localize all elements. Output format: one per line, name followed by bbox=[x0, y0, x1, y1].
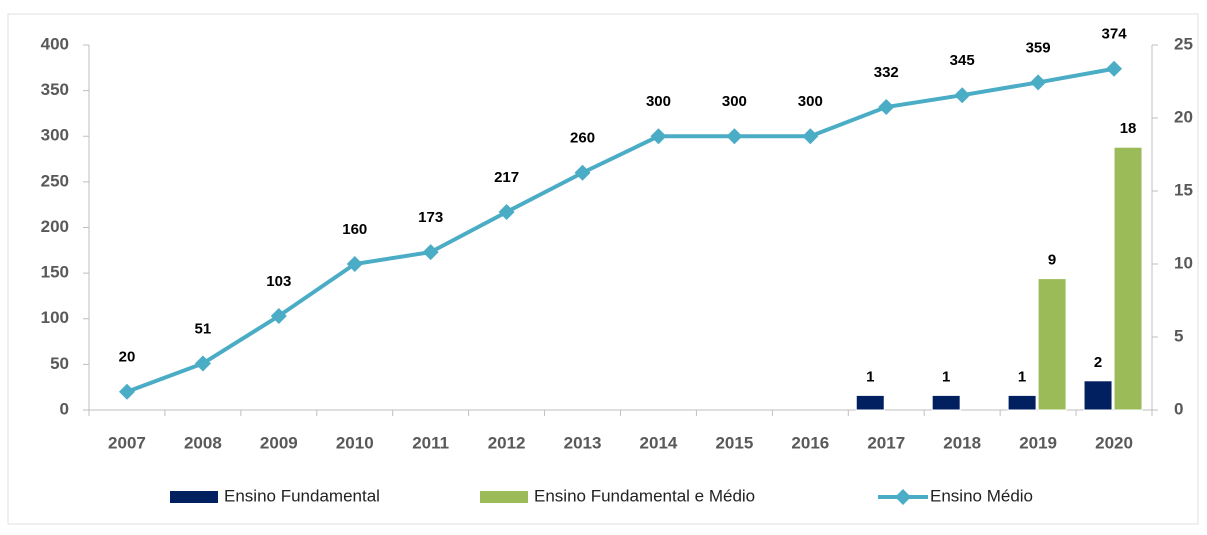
data-label: 51 bbox=[195, 320, 212, 337]
x-tick-label: 2014 bbox=[640, 433, 678, 452]
marker bbox=[1106, 60, 1123, 77]
y2-tick-label: 0 bbox=[1174, 399, 1183, 418]
y-tick-label: 300 bbox=[41, 126, 69, 145]
data-label: 300 bbox=[722, 93, 747, 110]
marker bbox=[498, 203, 515, 220]
legend-label: Ensino Médio bbox=[930, 486, 1033, 505]
y-tick-label: 50 bbox=[50, 354, 69, 373]
data-label: 18 bbox=[1120, 120, 1137, 137]
legend-label: Ensino Fundamental bbox=[224, 486, 380, 505]
legend-swatch bbox=[170, 491, 218, 503]
data-label: 2 bbox=[1094, 354, 1102, 371]
data-label: 260 bbox=[570, 130, 595, 147]
marker bbox=[194, 355, 211, 372]
marker bbox=[1030, 74, 1047, 91]
marker bbox=[802, 128, 819, 145]
x-tick-label: 2011 bbox=[412, 433, 449, 452]
y-tick-label: 400 bbox=[41, 34, 69, 53]
marker bbox=[726, 128, 743, 145]
y-tick-label: 250 bbox=[41, 171, 69, 190]
x-tick-label: 2019 bbox=[1019, 433, 1057, 452]
x-tick-label: 2008 bbox=[184, 433, 222, 452]
bar bbox=[1083, 380, 1113, 411]
data-label: 1 bbox=[1018, 368, 1026, 385]
y2-tick-label: 15 bbox=[1174, 180, 1193, 199]
data-label: 332 bbox=[874, 64, 899, 81]
chart-border bbox=[7, 13, 1199, 525]
legend-label: Ensino Fundamental e Médio bbox=[534, 486, 755, 505]
data-label: 374 bbox=[1102, 26, 1128, 43]
y2-tick-label: 20 bbox=[1174, 107, 1193, 126]
bar bbox=[931, 394, 961, 411]
data-label: 300 bbox=[646, 93, 671, 110]
data-label: 160 bbox=[342, 221, 367, 238]
y-tick-label: 200 bbox=[41, 217, 69, 236]
data-label: 345 bbox=[950, 52, 975, 69]
marker bbox=[878, 99, 895, 116]
marker bbox=[574, 164, 591, 181]
x-tick-label: 2007 bbox=[108, 433, 146, 452]
x-tick-label: 2013 bbox=[564, 433, 602, 452]
marker bbox=[270, 308, 287, 325]
data-label: 359 bbox=[1026, 39, 1051, 56]
x-tick-label: 2017 bbox=[867, 433, 905, 452]
x-tick-label: 2009 bbox=[260, 433, 298, 452]
x-tick-label: 2010 bbox=[336, 433, 374, 452]
data-label: 9 bbox=[1048, 252, 1056, 269]
data-label: 217 bbox=[494, 169, 519, 186]
marker bbox=[118, 383, 135, 400]
y-tick-label: 100 bbox=[41, 308, 69, 327]
data-label: 103 bbox=[266, 273, 291, 290]
marker bbox=[650, 128, 667, 145]
data-label: 20 bbox=[119, 349, 136, 366]
bar bbox=[1113, 146, 1143, 411]
data-label: 1 bbox=[866, 368, 874, 385]
x-tick-label: 2018 bbox=[943, 433, 981, 452]
data-label: 173 bbox=[418, 209, 443, 226]
bar bbox=[855, 394, 885, 411]
y2-tick-label: 25 bbox=[1174, 34, 1193, 53]
legend-swatch bbox=[480, 491, 528, 503]
bar bbox=[1007, 394, 1037, 411]
y2-tick-label: 10 bbox=[1174, 253, 1193, 272]
y-tick-label: 150 bbox=[41, 263, 69, 282]
y2-tick-label: 5 bbox=[1174, 326, 1183, 345]
legend-marker bbox=[895, 489, 911, 505]
marker bbox=[954, 87, 971, 104]
data-label: 1 bbox=[942, 368, 950, 385]
data-label: 300 bbox=[798, 93, 823, 110]
marker bbox=[346, 256, 363, 272]
x-tick-label: 2020 bbox=[1095, 433, 1133, 452]
y-tick-label: 0 bbox=[60, 399, 69, 418]
x-tick-label: 2015 bbox=[715, 433, 753, 452]
x-tick-label: 2016 bbox=[791, 433, 829, 452]
marker bbox=[422, 244, 439, 261]
y-tick-label: 350 bbox=[41, 80, 69, 99]
bar bbox=[1037, 278, 1067, 411]
line bbox=[126, 66, 1115, 394]
x-tick-label: 2012 bbox=[488, 433, 526, 452]
